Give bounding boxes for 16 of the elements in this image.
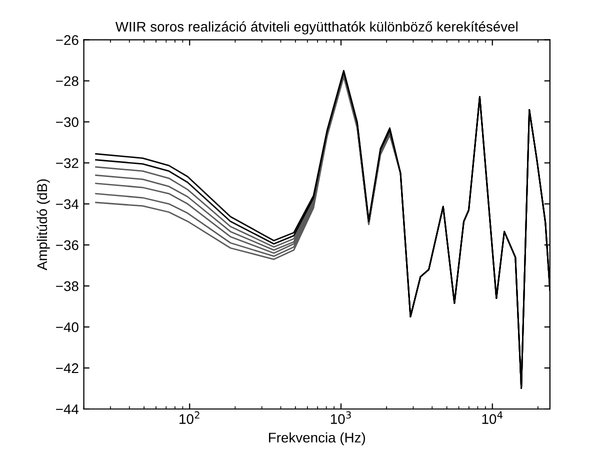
y-tick-label: −42 — [56, 363, 78, 374]
x-axis-title: Frekvencia (Hz) — [269, 432, 366, 446]
x-tick-label: 10$^{4}$ — [482, 411, 502, 424]
y-tick-label: −36 — [56, 240, 78, 250]
y-tick-label: −34 — [56, 199, 79, 210]
y-tick-label: −44 — [56, 404, 79, 414]
x-tick-label: 10$^{3}$ — [330, 411, 351, 424]
y-tick-label: −38 — [56, 281, 78, 292]
y-tick-label: −28 — [56, 76, 78, 86]
x-tick-label: 10$^{2}$ — [180, 411, 200, 424]
chart-title: WIIR soros realizáció átviteli együtthatók különböző kerekítésével — [115, 21, 518, 34]
y-tick-label: −30 — [56, 117, 78, 128]
y-tick-label: −40 — [56, 322, 78, 332]
y-tick-label: −26 — [56, 35, 78, 46]
y-tick-label: −32 — [56, 158, 78, 168]
y-axis-title: Amplitúdó (dB) — [36, 179, 50, 270]
